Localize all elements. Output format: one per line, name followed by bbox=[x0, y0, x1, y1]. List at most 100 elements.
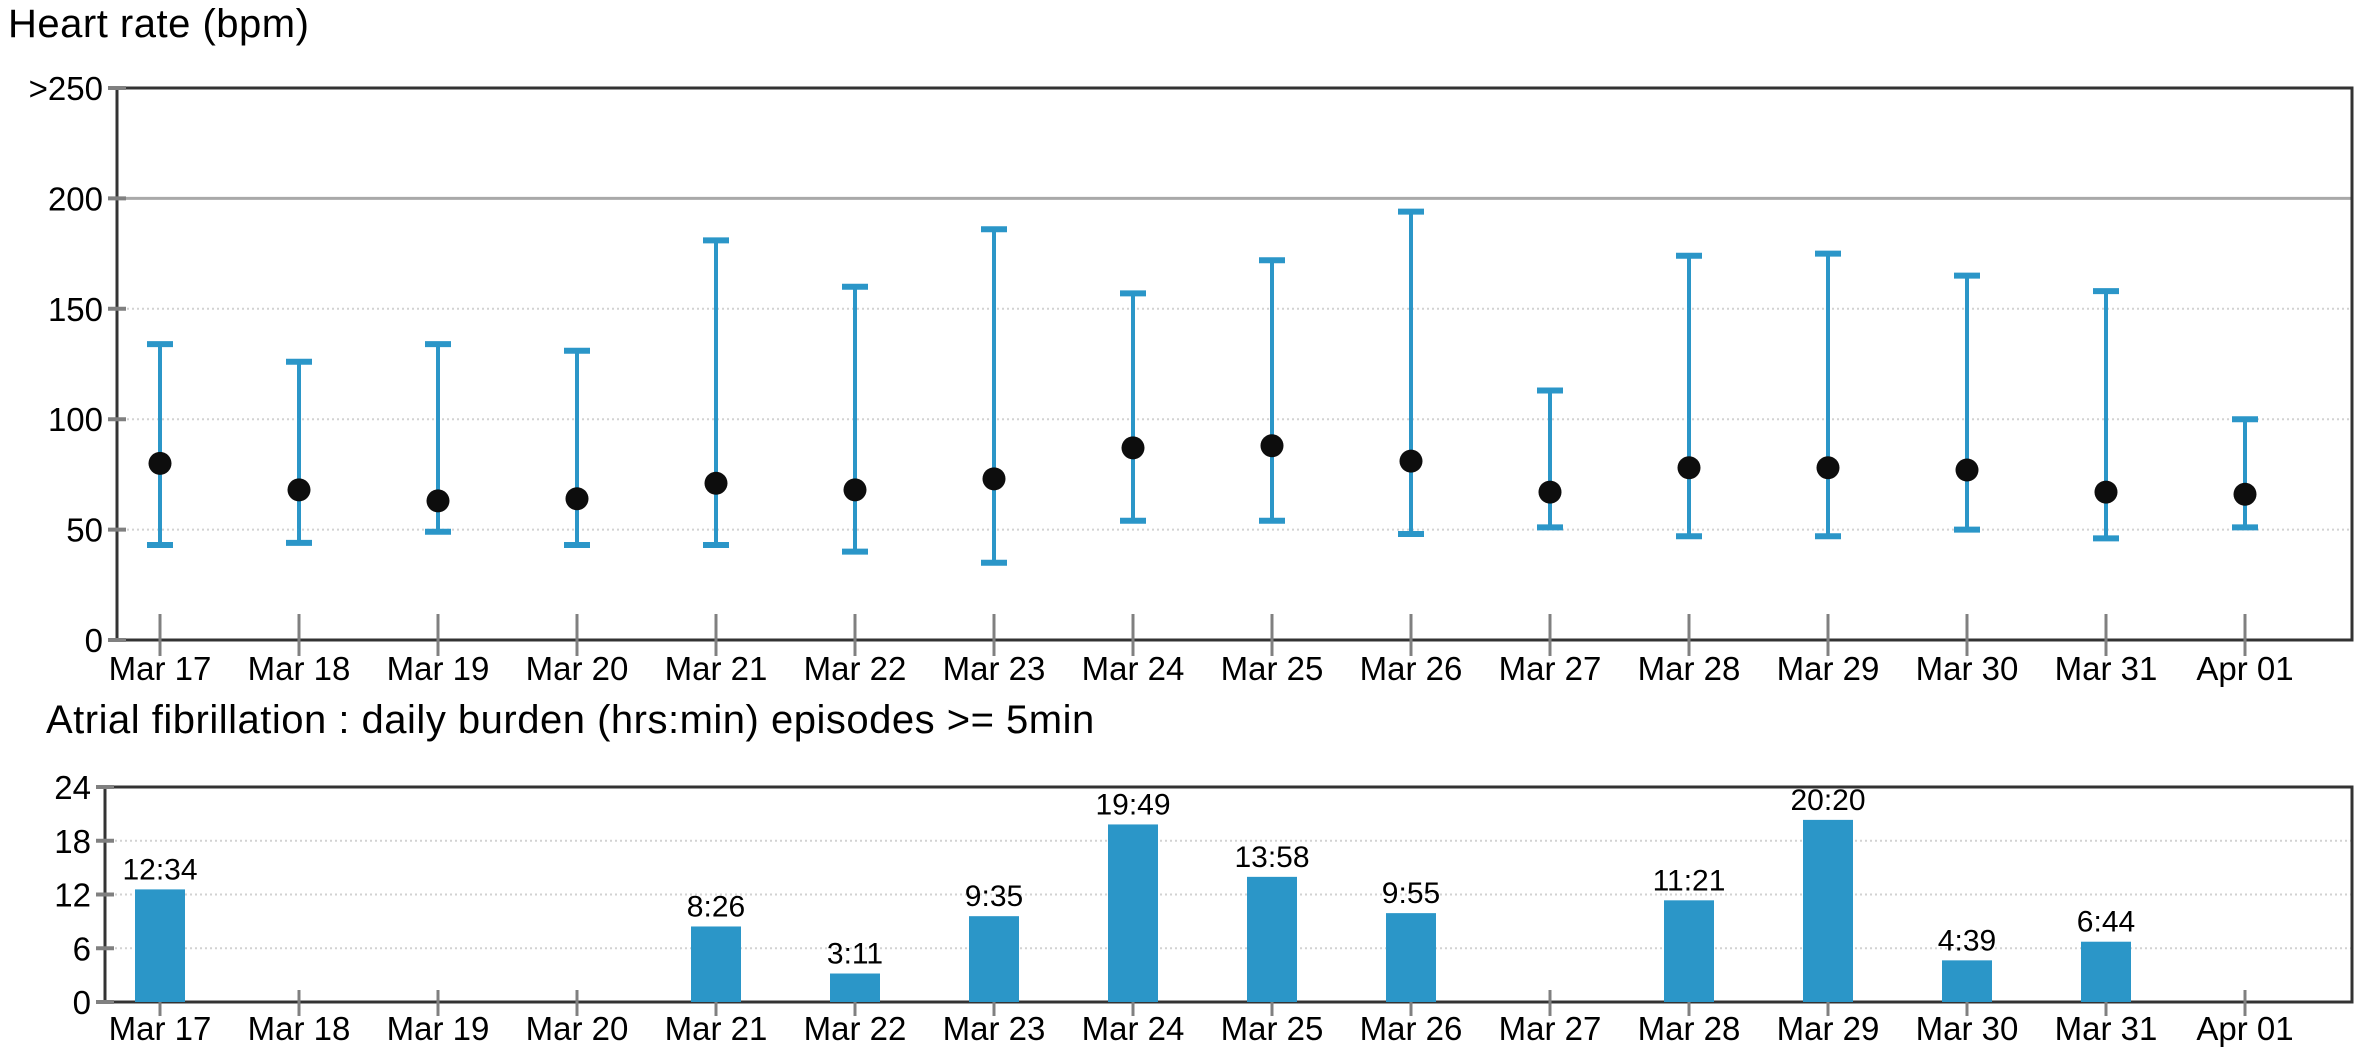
af-burden-chart-title: Atrial fibrillation : daily burden (hrs:… bbox=[46, 698, 1095, 742]
af-x-tick-label: Mar 25 bbox=[1221, 1010, 1324, 1047]
hr-day-group bbox=[2093, 288, 2119, 542]
hr-day-group bbox=[286, 358, 312, 546]
hr-x-tick-label: Mar 25 bbox=[1221, 650, 1324, 687]
hr-day-group bbox=[1398, 208, 1424, 538]
af-burden-bar-label: 20:20 bbox=[1790, 784, 1865, 817]
hr-x-tick-label: Mar 18 bbox=[248, 650, 351, 687]
hr-x-tick-label: Mar 26 bbox=[1360, 650, 1463, 687]
hr-x-tick-label: Mar 21 bbox=[665, 650, 768, 687]
af-burden-bar-label: 19:49 bbox=[1095, 788, 1170, 821]
af-y-tick-label: 6 bbox=[73, 930, 91, 967]
hr-x-tick-label: Mar 17 bbox=[109, 650, 212, 687]
hr-average-dot bbox=[2233, 482, 2257, 506]
af-x-tick-label: Mar 28 bbox=[1638, 1010, 1741, 1047]
af-burden-bar-label: 9:55 bbox=[1382, 877, 1440, 910]
af-x-tick-label: Mar 30 bbox=[1916, 1010, 2019, 1047]
af-x-tick-label: Mar 17 bbox=[109, 1010, 212, 1047]
af-x-tick-label: Mar 23 bbox=[943, 1010, 1046, 1047]
af-x-tick-label: Mar 31 bbox=[2055, 1010, 2158, 1047]
af-burden-bar bbox=[1803, 819, 1853, 1002]
af-day-group: 4:39 bbox=[1938, 924, 1996, 1002]
hr-x-tick-label: Mar 24 bbox=[1082, 650, 1185, 687]
hr-day-group bbox=[1676, 252, 1702, 540]
af-y-tick-label: 24 bbox=[54, 769, 91, 806]
hr-day-group bbox=[425, 341, 451, 535]
af-x-tick-label: Mar 18 bbox=[248, 1010, 351, 1047]
af-burden-bar bbox=[2081, 941, 2131, 1002]
af-day-group: 9:35 bbox=[965, 880, 1023, 1002]
hr-y-tick-label: >250 bbox=[29, 70, 103, 107]
hr-average-dot bbox=[1816, 456, 1840, 480]
hr-x-tick-label: Mar 31 bbox=[2055, 650, 2158, 687]
af-burden-bar bbox=[1386, 913, 1436, 1002]
hr-average-dot bbox=[426, 489, 450, 513]
hr-average-dot bbox=[1538, 480, 1562, 504]
af-burden-bar-label: 9:35 bbox=[965, 880, 1023, 913]
af-x-tick-label: Mar 19 bbox=[387, 1010, 490, 1047]
af-burden-bar-label: 3:11 bbox=[827, 938, 883, 971]
af-y-tick-label: 18 bbox=[54, 823, 91, 860]
hr-day-group bbox=[2232, 416, 2258, 531]
hr-x-tick-label: Mar 19 bbox=[387, 650, 490, 687]
af-x-tick-label: Mar 29 bbox=[1777, 1010, 1880, 1047]
hr-day-group bbox=[1120, 290, 1146, 524]
af-x-tick-label: Mar 21 bbox=[665, 1010, 768, 1047]
af-x-tick-label: Mar 22 bbox=[804, 1010, 907, 1047]
af-y-tick-label: 12 bbox=[54, 877, 91, 914]
hr-average-dot bbox=[704, 471, 728, 495]
af-day-group: 8:26 bbox=[687, 890, 745, 1002]
af-x-tick-label: Apr 01 bbox=[2196, 1010, 2293, 1047]
af-x-tick-label: Mar 27 bbox=[1499, 1010, 1602, 1047]
hr-day-group bbox=[703, 237, 729, 549]
hr-average-dot bbox=[148, 451, 172, 475]
af-x-tick-label: Mar 24 bbox=[1082, 1010, 1185, 1047]
hr-average-dot bbox=[565, 487, 589, 511]
hr-day-group bbox=[1537, 387, 1563, 531]
hr-plot-border bbox=[115, 86, 2354, 642]
af-day-group: 13:58 bbox=[1234, 841, 1310, 1002]
heart-rate-chart-title: Heart rate (bpm) bbox=[8, 2, 310, 46]
af-burden-bar-label: 6:44 bbox=[2077, 906, 2135, 939]
hr-x-tick-label: Mar 29 bbox=[1777, 650, 1880, 687]
af-day-group: 20:20 bbox=[1790, 784, 1866, 1002]
af-burden-bar-label: 11:21 bbox=[1653, 864, 1726, 897]
hr-day-group bbox=[981, 226, 1007, 566]
af-x-tick-label: Mar 26 bbox=[1360, 1010, 1463, 1047]
hr-day-group bbox=[1815, 250, 1841, 540]
af-burden-bar bbox=[1247, 876, 1297, 1002]
hr-y-tick-label: 150 bbox=[48, 291, 103, 328]
hr-average-dot bbox=[287, 478, 311, 502]
af-burden-bar bbox=[969, 916, 1019, 1002]
af-day-group: 3:11 bbox=[827, 938, 883, 1002]
hr-day-group bbox=[1259, 257, 1285, 524]
hr-day-group bbox=[147, 341, 173, 549]
af-burden-bar bbox=[135, 889, 185, 1002]
hr-y-tick-label: 50 bbox=[66, 512, 103, 549]
af-day-group: 6:44 bbox=[2077, 906, 2135, 1002]
hr-x-tick-label: Apr 01 bbox=[2196, 650, 2293, 687]
hr-y-tick-label: 0 bbox=[85, 622, 103, 659]
af-burden-bar bbox=[830, 973, 880, 1002]
af-burden-bar-label: 12:34 bbox=[122, 853, 197, 886]
af-burden-bar bbox=[1664, 900, 1714, 1002]
hr-day-group bbox=[1954, 272, 1980, 533]
hr-day-group bbox=[564, 347, 590, 549]
hr-x-tick-label: Mar 27 bbox=[1499, 650, 1602, 687]
af-y-tick-label: 0 bbox=[73, 984, 91, 1021]
hr-average-dot bbox=[982, 467, 1006, 491]
hr-average-dot bbox=[1260, 434, 1284, 458]
hr-x-tick-label: Mar 28 bbox=[1638, 650, 1741, 687]
af-x-tick-label: Mar 20 bbox=[526, 1010, 629, 1047]
hr-average-dot bbox=[1121, 436, 1145, 460]
hr-day-group bbox=[842, 283, 868, 555]
af-burden-bar bbox=[691, 926, 741, 1002]
af-day-group: 19:49 bbox=[1095, 788, 1171, 1002]
hr-y-tick-label: 100 bbox=[48, 401, 103, 438]
hr-x-tick-label: Mar 22 bbox=[804, 650, 907, 687]
hr-x-tick-label: Mar 30 bbox=[1916, 650, 2019, 687]
af-day-group: 11:21 bbox=[1653, 864, 1726, 1002]
af-burden-bar-label: 13:58 bbox=[1234, 841, 1309, 874]
af-burden-bar bbox=[1108, 824, 1158, 1002]
